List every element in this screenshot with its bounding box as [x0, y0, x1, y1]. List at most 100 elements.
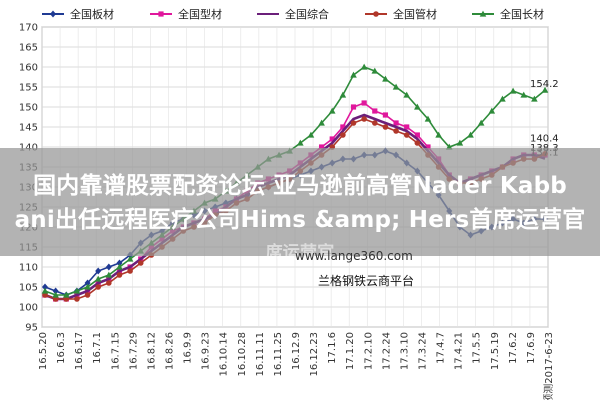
data-point	[403, 132, 410, 138]
data-point	[105, 263, 112, 271]
data-point	[382, 75, 389, 82]
data-point	[62, 291, 70, 298]
headline-overlay	[0, 148, 600, 256]
data-point	[84, 279, 91, 287]
data-point	[105, 271, 113, 278]
data-point	[126, 255, 134, 262]
legend-marker	[158, 11, 164, 17]
data-point	[328, 107, 336, 114]
x-tick-label: 16.6.17	[74, 332, 85, 370]
y-tick-label: 105	[19, 283, 38, 294]
x-tick-label: 17.3.10	[399, 332, 410, 370]
y-tick-label: 110	[19, 263, 38, 274]
data-point	[488, 107, 496, 114]
x-tick-label: 16.9.23	[201, 332, 212, 370]
x-tick-label: 17.2.24	[381, 332, 392, 370]
x-tick-label: 16.8.12	[146, 332, 157, 370]
data-point	[382, 124, 389, 130]
headline-line-2[interactable]: ani出任远程医疗公司Hims &amp; Hers首席运营官	[14, 207, 586, 233]
data-point	[340, 132, 346, 138]
x-tick-label: 17.5.5	[472, 332, 483, 364]
x-tick-label: 17.6.2	[508, 332, 519, 364]
data-point	[424, 115, 432, 122]
data-point	[531, 95, 538, 102]
legend-label: 全国长材	[500, 7, 544, 21]
watermark-name: 兰格钢铁云商平台	[318, 274, 415, 288]
data-point	[41, 287, 49, 294]
data-point	[84, 283, 91, 290]
data-point	[297, 139, 304, 146]
x-tick-label: 17.2.10	[363, 332, 374, 370]
y-tick-label: 100	[19, 303, 38, 314]
data-point	[350, 104, 357, 110]
data-point	[509, 87, 517, 94]
data-point	[95, 267, 102, 275]
legend-label: 全国板材	[70, 7, 114, 21]
y-tick-label: 170	[19, 23, 38, 34]
data-point	[520, 91, 528, 98]
x-tick-label: 16.10.28	[237, 332, 248, 377]
data-point	[456, 139, 464, 146]
x-tick-label: 16.11.11	[255, 332, 266, 377]
data-point	[425, 144, 431, 150]
data-point	[360, 63, 368, 70]
legend-label: 全国综合	[285, 7, 329, 21]
data-point	[116, 259, 123, 267]
x-tick-label: 16.10.14	[219, 332, 230, 377]
data-point	[52, 291, 59, 298]
x-tick-label: 17.3.24	[418, 332, 429, 370]
x-tick-label: 16.9.9	[183, 332, 194, 364]
data-point	[382, 112, 389, 118]
data-point	[393, 128, 399, 134]
data-point	[467, 131, 474, 138]
x-tick-label: 16.7.1	[92, 332, 103, 364]
x-tick-label: 17.4.21	[454, 332, 465, 370]
data-point	[541, 86, 549, 93]
data-point	[84, 292, 91, 298]
data-point	[307, 131, 315, 138]
y-tick-label: 145	[19, 123, 38, 134]
watermark-url: www.lange360.com	[295, 249, 413, 263]
data-point	[329, 136, 335, 142]
x-tick-label: 16.6.3	[56, 332, 67, 364]
data-point	[372, 108, 378, 114]
data-point	[116, 263, 123, 270]
data-point	[414, 103, 421, 110]
data-point	[318, 119, 325, 126]
data-point	[435, 131, 442, 138]
x-tick-label: 预测2017-6-23	[542, 332, 555, 400]
data-point	[95, 284, 101, 290]
y-tick-label: 150	[19, 103, 38, 114]
x-tick-label: 16.11.25	[273, 332, 284, 377]
data-point	[137, 260, 144, 266]
y-tick-label: 155	[19, 83, 38, 94]
x-tick-label: 16.7.15	[110, 332, 121, 370]
data-point	[94, 275, 102, 282]
data-point	[340, 124, 346, 130]
data-point	[414, 132, 420, 138]
data-point	[106, 280, 112, 286]
x-tick-label: 16.12.23	[309, 332, 320, 377]
x-tick-label: 16.8.26	[165, 332, 176, 370]
data-point	[361, 100, 367, 106]
legend-marker	[479, 10, 487, 17]
headline-line-3: 席运营官	[265, 243, 335, 263]
data-point	[371, 67, 379, 74]
data-point	[116, 272, 123, 278]
data-point	[73, 287, 81, 294]
data-point	[127, 268, 133, 274]
legend-marker	[50, 10, 56, 18]
legend-label: 全国型材	[178, 7, 222, 21]
end-value-label: 140.4	[530, 133, 559, 144]
data-point	[318, 144, 325, 150]
end-value-label: 154.2	[530, 79, 559, 90]
x-tick-label: 16.12.9	[291, 332, 302, 370]
legend-marker	[373, 11, 379, 17]
headline-line-1[interactable]: 国内靠谱股票配资论坛 亚马逊前高管Nader Kabb	[33, 173, 567, 199]
data-point	[339, 91, 347, 98]
y-tick-label: 160	[19, 63, 38, 74]
data-point	[350, 71, 357, 78]
x-axis: 16.5.20 16.6.3 16.6.17 16.7.1 16.7.15 16.7.29…	[38, 332, 555, 400]
data-point	[52, 287, 59, 295]
x-tick-label: 17.4.7	[436, 332, 447, 364]
